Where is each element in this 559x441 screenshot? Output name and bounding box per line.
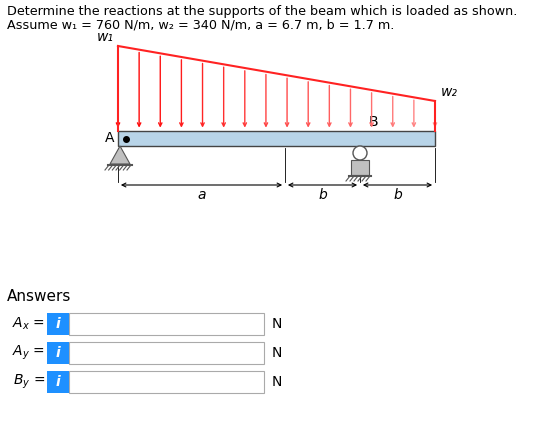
Text: i: i [56, 375, 60, 389]
Text: b: b [393, 188, 402, 202]
Bar [69, 371, 264, 393]
Text: $B_y$ =: $B_y$ = [13, 373, 45, 391]
Text: i: i [56, 317, 60, 331]
Polygon shape [110, 146, 130, 164]
Bar [47, 371, 69, 393]
Text: Determine the reactions at the supports of the beam which is loaded as shown.: Determine the reactions at the supports … [7, 5, 518, 18]
Bar [69, 313, 264, 335]
Bar [69, 342, 264, 364]
Text: w₂: w₂ [441, 85, 458, 99]
Bar [351, 160, 369, 175]
Text: Assume w₁ = 760 N/m, w₂ = 340 N/m, a = 6.7 m, b = 1.7 m.: Assume w₁ = 760 N/m, w₂ = 340 N/m, a = 6… [7, 19, 395, 32]
Text: N: N [272, 317, 282, 331]
Text: A: A [105, 131, 114, 146]
Text: $A_y$ =: $A_y$ = [12, 344, 45, 362]
Text: N: N [272, 375, 282, 389]
Bar [47, 342, 69, 364]
Text: Answers: Answers [7, 289, 72, 304]
Text: N: N [272, 346, 282, 360]
Text: $A_x$ =: $A_x$ = [12, 316, 45, 332]
Text: w₁: w₁ [97, 30, 114, 44]
Bar [118, 131, 435, 146]
Bar [47, 313, 69, 335]
Text: B: B [369, 115, 378, 129]
Text: b: b [318, 188, 327, 202]
Text: i: i [56, 346, 60, 360]
Text: a: a [197, 188, 206, 202]
Circle shape [353, 146, 367, 160]
